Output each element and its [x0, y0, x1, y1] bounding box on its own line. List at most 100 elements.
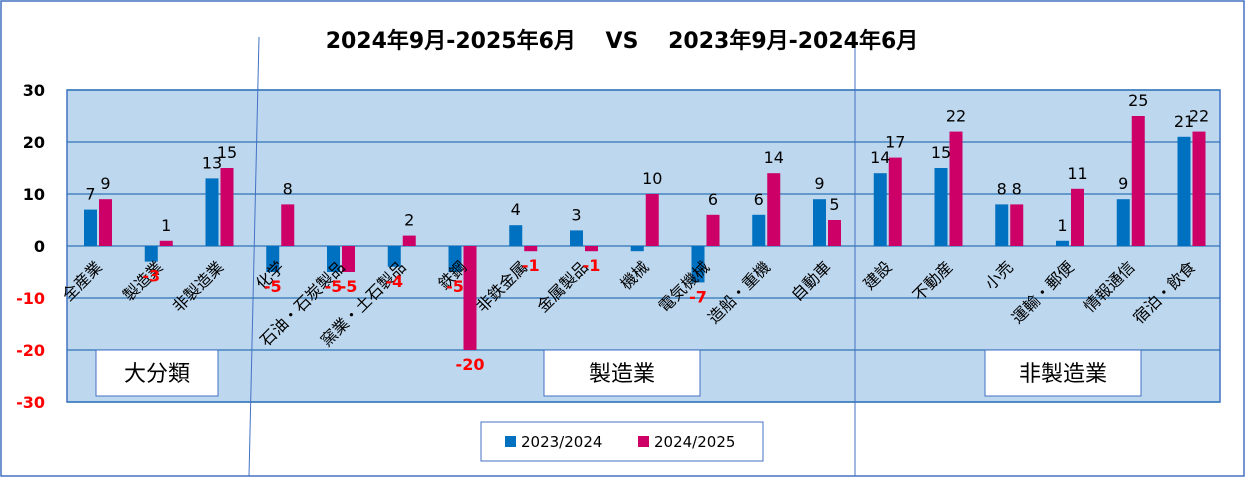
bar-2023-2024-16: [1056, 240, 1069, 246]
bar-2024-2025-4: [342, 246, 355, 272]
legend-swatch: [638, 436, 649, 447]
data-label: 22: [1189, 107, 1209, 126]
chart-title: 2024年9月-2025年6月 VS 2023年9月-2024年6月: [326, 28, 919, 54]
bar-2024-2025-13: [888, 157, 902, 246]
group-label-box: [984, 349, 1142, 397]
bar-2023-2024-14: [934, 168, 948, 246]
data-label: 14: [764, 148, 784, 167]
bar-2023-2024-12: [813, 199, 826, 246]
bar-2023-2024-4: [327, 246, 340, 272]
bar-2023-2024-7: [509, 225, 523, 246]
data-label: 2: [404, 211, 414, 230]
data-label: 8: [997, 179, 1007, 198]
data-label: 8: [1012, 179, 1022, 198]
y-tick-label: 10: [23, 185, 45, 204]
y-axis-ticks: 30 20 10 0 -10 -20 -30: [16, 81, 45, 412]
bar-2024-2025-11: [767, 173, 781, 246]
bar-2023-2024-11: [752, 214, 766, 246]
bar-2024-2025-5: [402, 235, 416, 246]
data-label: 6: [708, 190, 718, 209]
bar-2023-2024-6: [448, 246, 462, 272]
data-label: 9: [100, 174, 110, 193]
legend-box: [480, 421, 764, 462]
bar-2023-2024-0: [84, 209, 97, 246]
data-label: 9: [1118, 174, 1128, 193]
data-label: -5: [325, 277, 343, 296]
data-label: -20: [456, 355, 485, 374]
data-label: 4: [511, 200, 521, 219]
data-label: -4: [385, 272, 403, 291]
data-label: -1: [522, 256, 540, 275]
section-divider: [248, 36, 260, 477]
bar-2023-2024-5: [387, 246, 401, 267]
data-label: 9: [814, 174, 824, 193]
bars: [84, 116, 1206, 350]
group-labels: 大分類 製造業 非製造業: [95, 349, 1142, 397]
bar-2023-2024-8: [570, 230, 583, 246]
data-label: -5: [446, 277, 464, 296]
data-label: -5: [264, 277, 282, 296]
bar-2023-2024-18: [1177, 136, 1191, 246]
data-label: 15: [217, 143, 237, 162]
data-label: 6: [754, 190, 764, 209]
bar-2024-2025-14: [949, 131, 963, 246]
bar-2023-2024-2: [205, 178, 219, 246]
section-dividers: [248, 36, 856, 477]
y-tick-label: 0: [34, 237, 45, 256]
legend: 2023/2024 2024/2025: [480, 421, 764, 462]
bar-2023-2024-9: [630, 246, 644, 252]
bar-2024-2025-10: [706, 214, 720, 246]
bar-2024-2025-17: [1131, 116, 1145, 246]
bar-2024-2025-0: [99, 199, 112, 246]
data-label: -7: [689, 287, 707, 306]
bar-2023-2024-13: [873, 173, 887, 246]
data-label: 13: [202, 153, 222, 172]
data-label: 7: [85, 185, 95, 204]
bar-2023-2024-15: [995, 204, 1009, 246]
y-tick-label: 20: [23, 133, 45, 152]
bar-2024-2025-6: [463, 246, 477, 350]
y-tick-label: -20: [16, 341, 45, 360]
data-label: 17: [885, 133, 905, 152]
bar-2024-2025-15: [1010, 204, 1024, 246]
data-label: -1: [583, 256, 601, 275]
data-label: 22: [946, 107, 966, 126]
legend-swatch: [505, 436, 516, 447]
data-label: 3: [571, 205, 581, 224]
bar-2024-2025-9: [645, 194, 659, 246]
bar-2024-2025-1: [159, 240, 173, 246]
data-label: 5: [829, 195, 839, 214]
data-label: -5: [340, 277, 358, 296]
group-label: 大分類: [124, 362, 190, 387]
data-label: 14: [870, 148, 890, 167]
bar-2023-2024-17: [1116, 199, 1130, 246]
bar-2024-2025-8: [585, 246, 598, 252]
data-label: 25: [1128, 91, 1148, 110]
data-label: 11: [1067, 164, 1087, 183]
bar-2024-2025-18: [1192, 131, 1206, 246]
bar-2024-2025-16: [1071, 188, 1084, 246]
bar-2023-2024-1: [144, 246, 158, 262]
data-label: 1: [1057, 216, 1067, 235]
bar-2023-2024-3: [266, 246, 280, 272]
group-label-box: [543, 349, 701, 397]
data-label: 10: [642, 169, 662, 188]
data-label: 8: [283, 179, 293, 198]
y-tick-label: -30: [16, 393, 45, 412]
legend-label: 2023/2024: [521, 433, 602, 451]
bar-2024-2025-2: [220, 168, 234, 246]
legend-label: 2024/2025: [654, 433, 735, 451]
bar-2023-2024-10: [691, 246, 705, 283]
data-label: -3: [142, 267, 160, 286]
y-tick-label: 30: [23, 81, 45, 100]
y-tick-label: -10: [16, 289, 45, 308]
data-label: 1: [161, 216, 171, 235]
group-label: 製造業: [589, 362, 655, 387]
bar-2024-2025-3: [281, 204, 295, 246]
data-label: 21: [1174, 112, 1194, 131]
group-label: 非製造業: [1019, 362, 1107, 387]
group-label-box: [95, 349, 219, 397]
